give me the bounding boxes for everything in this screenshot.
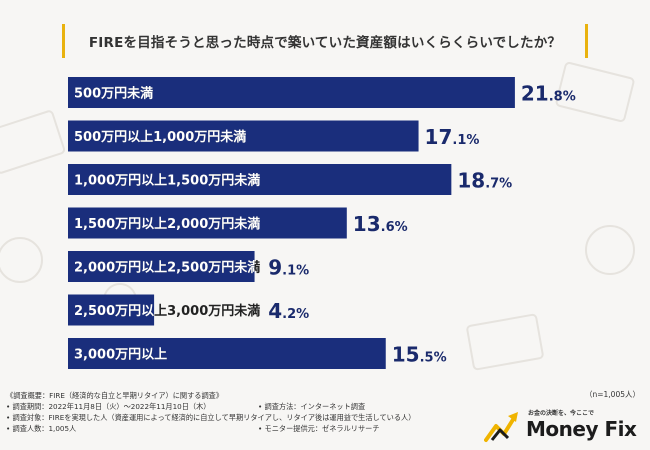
value-label-5: 9.1% (268, 256, 309, 280)
bar-label-5: 2,000万円以上2,500万円未満 (74, 260, 260, 276)
notes-count: • 調査人数：1,005人 (6, 424, 77, 433)
notes-target: • 調査対象：FIREを実現した人（資産運用によって経済的に自立して早期リタイア… (6, 413, 416, 422)
value-label-3: 18.7% (457, 169, 512, 193)
bar-label-1: 500万円未満 (74, 86, 153, 102)
notes-overview: 《調査概要：FIRE（経済的な自立と早期リタイア）に関する調査》 (6, 391, 224, 400)
bar-label-overlay-5: 2,000万円以上2,500万円未満 (74, 260, 260, 276)
bar-7 (68, 338, 386, 369)
bar-label-overlay-7: 3,000万円以上 (74, 348, 167, 363)
bar-label-4: 1,500万円以上2,000万円未満 (74, 216, 260, 232)
logo-tagline: お金の決断を、今ここで (528, 410, 595, 417)
bar-label-2: 500万円以上1,000万円未満 (74, 129, 246, 145)
bar-label-3: 1,000万円以上1,500万円未満 (74, 173, 260, 189)
logo-name: Money Fix (526, 417, 637, 441)
bar-label-overlay-6: 2,500万円以上3,000万円未満 (74, 303, 260, 319)
value-label-7: 15.5% (392, 343, 447, 367)
bar-2 (68, 120, 419, 152)
logo-mark-icon (484, 412, 518, 442)
survey-notes: 《調査概要：FIRE（経済的な自立と早期リタイア）に関する調査》 • 調査期間：… (6, 390, 486, 434)
value-label-2: 17.1% (425, 125, 480, 149)
bar-3 (68, 164, 452, 195)
notes-provider: • モニター提供元：ゼネラルリサーチ (258, 424, 380, 433)
bar-label-7: 3,000万円以上 (74, 348, 167, 363)
bar-label-6: 2,500万円以上3,000万円未満 (74, 303, 260, 319)
notes-method: • 調査方法：インターネット調査 (258, 402, 366, 411)
value-label-1: 21.8% (521, 82, 576, 106)
money-fix-logo: お金の決断を、今ここで Money Fix (484, 408, 644, 444)
bar-1 (68, 77, 515, 108)
bar-6 (68, 294, 155, 326)
chart-title: FIREを目指そうと思った時点で築いていた資産額はいくらくらいでしたか？ (62, 24, 588, 58)
value-label-6: 4.2% (268, 299, 309, 323)
bar-label-overlay-1: 500万円未満 (74, 86, 153, 102)
bar-label-overlay-3: 1,000万円以上1,500万円未満 (74, 173, 260, 189)
value-label-4: 13.6% (353, 212, 408, 236)
bar-4 (68, 207, 347, 239)
bar-label-overlay-4: 1,500万円以上2,000万円未満 (74, 216, 260, 232)
bar-5 (68, 251, 255, 282)
sample-size: （n=1,005人） (584, 390, 640, 399)
bar-label-overlay-2: 500万円以上1,000万円未満 (74, 129, 246, 145)
notes-period: • 調査期間：2022年11月8日（火）～2022年11月10日（木） (6, 402, 211, 411)
